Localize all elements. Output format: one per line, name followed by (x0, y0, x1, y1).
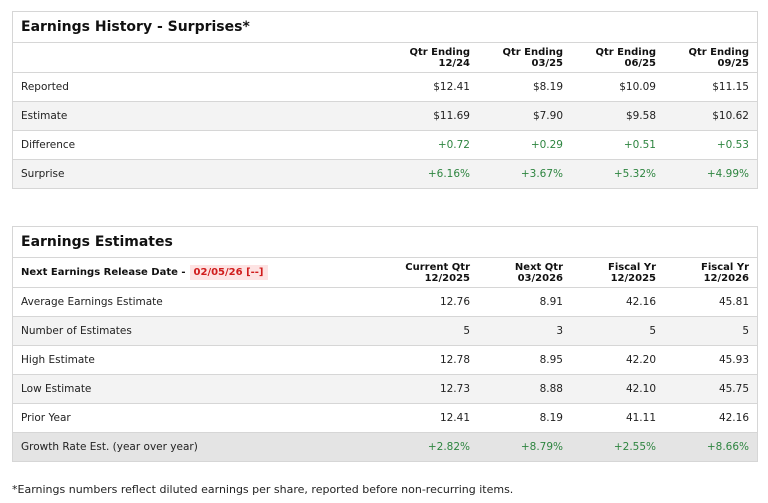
table-row: Reported $12.41 $8.19 $10.09 $11.15 (12, 72, 758, 102)
cell: +0.72 (385, 130, 478, 160)
row-label: Growth Rate Est. (year over year) (12, 432, 385, 462)
cell: +5.32% (571, 159, 664, 189)
cell: +0.51 (571, 130, 664, 160)
column-header: Fiscal Yr 12/2025 (571, 257, 664, 288)
earnings-estimates-title: Earnings Estimates (12, 226, 758, 258)
cell: 5 (385, 316, 478, 346)
cell: +8.79% (478, 432, 571, 462)
table-row: Low Estimate 12.73 8.88 42.10 45.75 (12, 374, 758, 404)
table-row: Prior Year 12.41 8.19 41.11 42.16 (12, 403, 758, 433)
column-header: Qtr Ending 12/24 (385, 42, 478, 73)
cell: 12.41 (385, 403, 478, 433)
row-label: Reported (12, 72, 385, 102)
cell: $7.90 (478, 101, 571, 131)
cell: 42.20 (571, 345, 664, 375)
cell: 5 (571, 316, 664, 346)
cell: 8.88 (478, 374, 571, 404)
footnote: *Earnings numbers reflect diluted earnin… (12, 483, 514, 496)
cell: 12.76 (385, 287, 478, 317)
earnings-history-table: Earnings History - Surprises* Qtr Ending… (12, 11, 758, 189)
column-header: Next Qtr 03/2026 (478, 257, 571, 288)
row-label: Surprise (12, 159, 385, 189)
row-label: Low Estimate (12, 374, 385, 404)
column-header: Qtr Ending 09/25 (664, 42, 758, 73)
column-header: Current Qtr 12/2025 (385, 257, 478, 288)
cell: +2.55% (571, 432, 664, 462)
cell: $9.58 (571, 101, 664, 131)
cell: 8.91 (478, 287, 571, 317)
table-row: Difference +0.72 +0.29 +0.51 +0.53 (12, 130, 758, 160)
earnings-estimates-table: Earnings Estimates Next Earnings Release… (12, 226, 758, 462)
cell: +4.99% (664, 159, 758, 189)
cell: 8.19 (478, 403, 571, 433)
row-label: High Estimate (12, 345, 385, 375)
cell: 41.11 (571, 403, 664, 433)
table-row: Surprise +6.16% +3.67% +5.32% +4.99% (12, 159, 758, 189)
cell: 45.81 (664, 287, 758, 317)
cell: +3.67% (478, 159, 571, 189)
earnings-history-title: Earnings History - Surprises* (12, 11, 758, 43)
column-header: Qtr Ending 06/25 (571, 42, 664, 73)
next-release: Next Earnings Release Date -02/05/26 [--… (12, 257, 385, 288)
cell: +0.53 (664, 130, 758, 160)
cell: 42.16 (664, 403, 758, 433)
cell: 8.95 (478, 345, 571, 375)
row-label: Number of Estimates (12, 316, 385, 346)
cell: 12.78 (385, 345, 478, 375)
row-label: Difference (12, 130, 385, 160)
cell: $11.15 (664, 72, 758, 102)
cell: 45.93 (664, 345, 758, 375)
column-header: Fiscal Yr 12/2026 (664, 257, 758, 288)
table-row: Average Earnings Estimate 12.76 8.91 42.16 4… (12, 287, 758, 317)
table-row: Number of Estimates 5 3 5 5 (12, 316, 758, 346)
cell: 42.16 (571, 287, 664, 317)
table-row: Estimate $11.69 $7.90 $9.58 $10.62 (12, 101, 758, 131)
cell: 3 (478, 316, 571, 346)
cell: $10.62 (664, 101, 758, 131)
row-label: Estimate (12, 101, 385, 131)
cell: $12.41 (385, 72, 478, 102)
cell: 12.73 (385, 374, 478, 404)
release-label: Next Earnings Release Date - (21, 267, 186, 278)
row-label: Average Earnings Estimate (12, 287, 385, 317)
cell: $11.69 (385, 101, 478, 131)
cell: $10.09 (571, 72, 664, 102)
release-date[interactable]: 02/05/26 [--] (189, 265, 268, 280)
row-label: Prior Year (12, 403, 385, 433)
cell: 5 (664, 316, 758, 346)
cell: +0.29 (478, 130, 571, 160)
cell: +8.66% (664, 432, 758, 462)
table-row: Growth Rate Est. (year over year) +2.82% +… (12, 432, 758, 462)
cell: $8.19 (478, 72, 571, 102)
cell: +6.16% (385, 159, 478, 189)
cell: 42.10 (571, 374, 664, 404)
cell: +2.82% (385, 432, 478, 462)
table-row: High Estimate 12.78 8.95 42.20 45.93 (12, 345, 758, 375)
column-header: Qtr Ending 03/25 (478, 42, 571, 73)
cell: 45.75 (664, 374, 758, 404)
